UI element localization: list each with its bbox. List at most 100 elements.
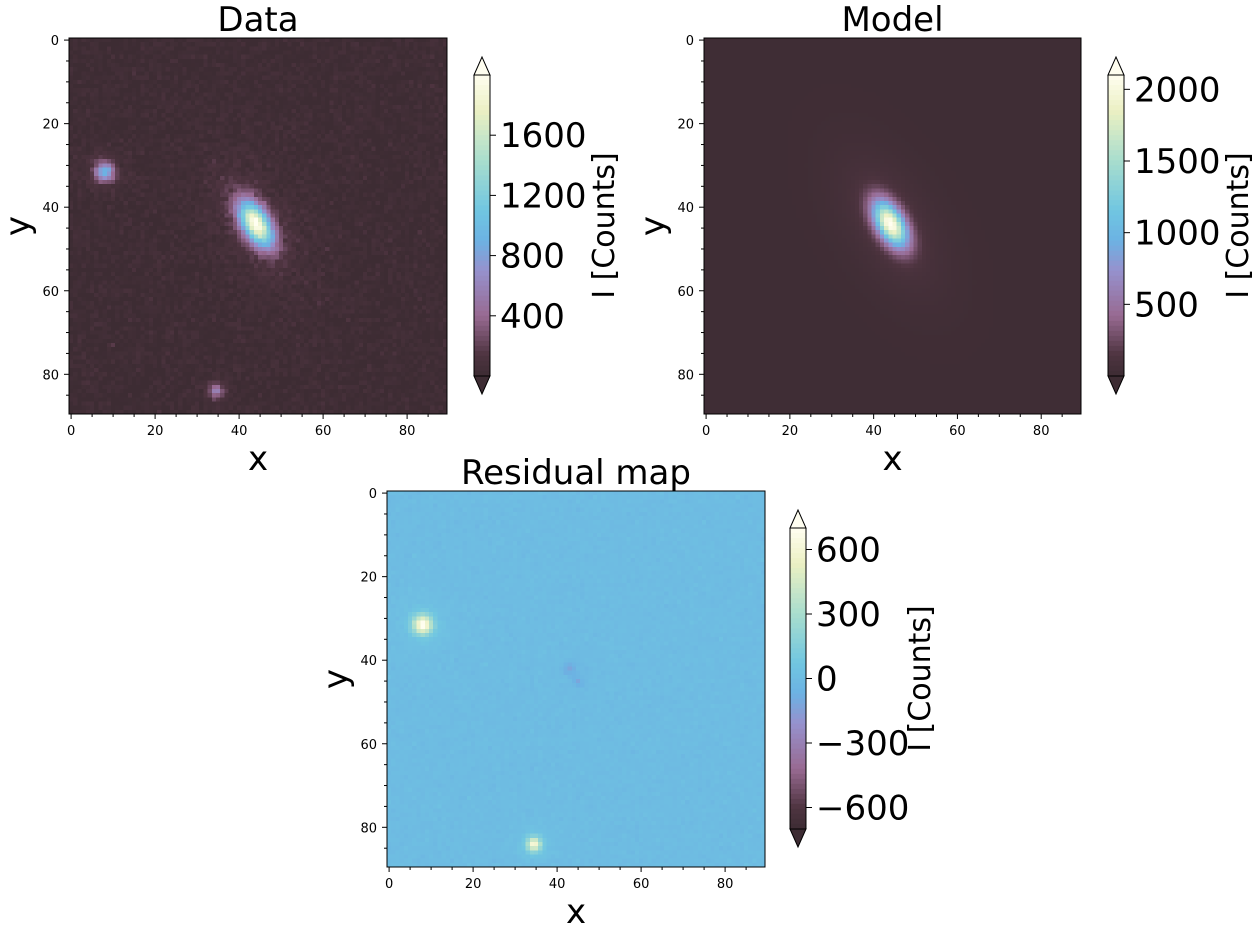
colorbar-segment (474, 160, 490, 166)
colorbar-segment (790, 783, 806, 790)
colorbar-segment (474, 215, 490, 222)
x-tick-label: 80 (717, 877, 734, 892)
colorbar-segment (790, 553, 806, 559)
colorbar-extend-max (473, 55, 491, 76)
x-axis-label: x (566, 892, 586, 928)
colorbar-segment (474, 75, 490, 81)
colorbar-segment (1108, 145, 1124, 151)
chart-title: Residual map (461, 453, 691, 493)
colorbar-segment (474, 370, 490, 377)
colorbar-segment (1108, 75, 1124, 81)
colorbar-segment (790, 588, 806, 594)
colorbar-segment (1108, 320, 1124, 327)
panel-2: 0 20 40 60 80 0 20 40 60 80 Model x y 500 1000 1500 2000… (633, 0, 1255, 479)
colorbar-segment (1108, 180, 1124, 186)
colorbar-segment (474, 115, 490, 121)
colorbar-segment (790, 718, 806, 725)
colorbar-segment (474, 145, 490, 151)
colorbar-extend-max (789, 508, 807, 529)
colorbar-segment (1108, 370, 1124, 377)
colorbar-segment (790, 673, 806, 680)
x-axis-label: x (882, 439, 902, 479)
colorbar-segment (474, 340, 490, 347)
colorbar-segment (790, 663, 806, 670)
colorbar-segment (790, 583, 806, 589)
colorbar-segment (474, 320, 490, 327)
colorbar-extend-min (789, 828, 807, 849)
colorbar-segment (474, 135, 490, 141)
x-axis-label: x (248, 439, 268, 479)
colorbar-extend-max (1107, 55, 1125, 76)
colorbar-segment (474, 260, 490, 267)
colorbar-segment (790, 813, 806, 820)
x-tick-label: 20 (782, 424, 799, 439)
colorbar-segment (1108, 275, 1124, 282)
panel-1: 0 20 40 60 80020406080Dataxy40080012001600I … (0, 0, 622, 479)
colorbar-segment (1108, 305, 1124, 312)
colorbar-segment (474, 255, 490, 262)
plot-frame (68, 37, 448, 415)
colorbar-segment (1108, 205, 1124, 212)
x-tick-label: 80 (1033, 424, 1050, 439)
colorbar-segment (1108, 175, 1124, 181)
x-tick-label: 0 (702, 424, 710, 439)
colorbar-segment (474, 295, 490, 302)
y-tick-label: 60 (360, 738, 377, 753)
colorbar-segment (474, 225, 490, 232)
colorbar-segment (1108, 150, 1124, 156)
colorbar-tick-label: 300 (816, 595, 881, 635)
colorbar-segment (474, 245, 490, 252)
colorbar-segment (1108, 295, 1124, 302)
x-tick-label: 40 (865, 424, 882, 439)
colorbar-label: I [Counts] (587, 152, 622, 299)
colorbar-segment (1108, 190, 1124, 196)
colorbar-segment (1108, 345, 1124, 352)
heatmap-image (69, 38, 447, 414)
colorbar-tick-label: 500 (1134, 285, 1199, 325)
colorbar-segment (474, 360, 490, 367)
colorbar-segment (790, 788, 806, 795)
colorbar-segment (474, 85, 490, 91)
colorbar-segment (1108, 280, 1124, 287)
colorbar-segment (1108, 165, 1124, 171)
colorbar-segment (474, 130, 490, 136)
x-tick-label: 20 (465, 877, 482, 892)
colorbar-segment (474, 150, 490, 156)
colorbar-tick-label: 0 (816, 660, 838, 700)
colorbar-segment (1108, 270, 1124, 277)
colorbar-segment (790, 778, 806, 785)
x-tick-label: 60 (633, 877, 650, 892)
colorbar-segment (1108, 195, 1124, 202)
y-tick-label: 0 (686, 34, 694, 49)
colorbar-segment (1108, 155, 1124, 161)
colorbar-segment (1108, 200, 1124, 207)
colorbar-segment (1108, 335, 1124, 342)
colorbar-segment (1108, 100, 1124, 106)
colorbar-segment (790, 648, 806, 655)
colorbar-segment (474, 240, 490, 247)
colorbar-segment (1108, 115, 1124, 121)
colorbar-segment (1108, 235, 1124, 242)
colorbar-segment (790, 603, 806, 609)
colorbar-segment (790, 808, 806, 815)
x-tick-label: 20 (147, 424, 164, 439)
colorbar-segment (1108, 110, 1124, 116)
colorbar-segment (474, 310, 490, 317)
colorbar-segment (474, 190, 490, 196)
y-tick-label: 80 (42, 368, 59, 383)
colorbar-segment (474, 90, 490, 96)
colorbar-segment (474, 220, 490, 227)
colorbar-segment (474, 330, 490, 337)
colorbar-segment (1108, 80, 1124, 86)
colorbar-segment (790, 698, 806, 705)
colorbar-segment (790, 758, 806, 765)
colorbar-segment (1108, 210, 1124, 217)
colorbar-segment (790, 818, 806, 825)
colorbar: −600 −300 0 300 600 I [Counts] (789, 508, 938, 849)
colorbar-segment (790, 623, 806, 629)
colorbar-segment (1108, 365, 1124, 372)
colorbar-segment (474, 265, 490, 272)
colorbar-segment (474, 345, 490, 352)
colorbar-segment (790, 688, 806, 695)
colorbar-segment (1108, 120, 1124, 126)
